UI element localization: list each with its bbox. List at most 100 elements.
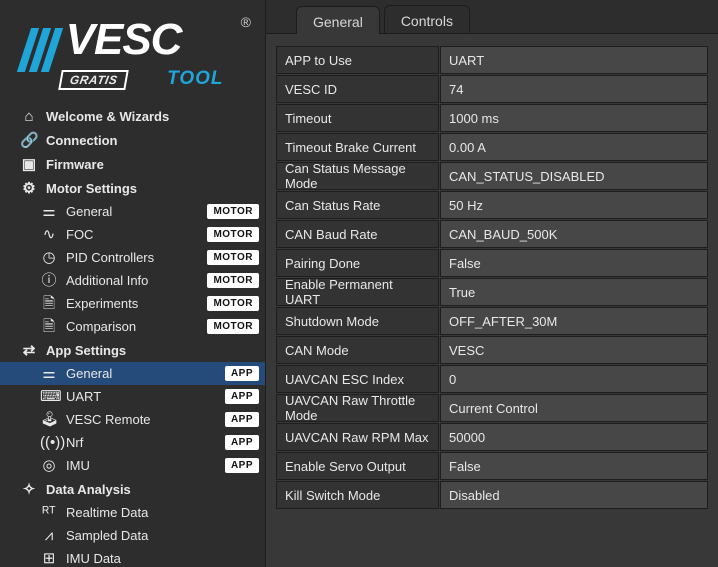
nav-motor-foc[interactable]: ∿ FOC MOTOR bbox=[0, 223, 265, 246]
logo-text: VESC bbox=[66, 15, 182, 64]
motor-badge: MOTOR bbox=[207, 250, 259, 265]
param-label: UAVCAN Raw Throttle Mode bbox=[276, 394, 439, 422]
motor-badge: MOTOR bbox=[207, 227, 259, 242]
motor-badge: MOTOR bbox=[207, 204, 259, 219]
param-row: Pairing DoneFalse bbox=[276, 249, 708, 277]
nav-data-analysis[interactable]: ✧ Data Analysis bbox=[0, 477, 265, 501]
wave-icon: ∿ bbox=[40, 227, 58, 242]
param-value[interactable]: CAN_STATUS_DISABLED bbox=[440, 162, 708, 190]
keyboard-icon: ⌨ bbox=[40, 389, 58, 404]
param-label: Can Status Rate bbox=[276, 191, 439, 219]
param-row: Can Status Rate50 Hz bbox=[276, 191, 708, 219]
param-label: Enable Servo Output bbox=[276, 452, 439, 480]
param-row: Enable Servo OutputFalse bbox=[276, 452, 708, 480]
app-badge: APP bbox=[225, 389, 259, 404]
nav-app-uart[interactable]: ⌨ UART APP bbox=[0, 385, 265, 408]
calc-icon: 🗎 bbox=[40, 296, 58, 311]
compass-icon: ◎ bbox=[40, 458, 58, 473]
param-label: Kill Switch Mode bbox=[276, 481, 439, 509]
param-row: UAVCAN ESC Index0 bbox=[276, 365, 708, 393]
nav-data-realtime[interactable]: ᴿᵀ Realtime Data bbox=[0, 501, 265, 524]
calc-icon: 🗎 bbox=[40, 319, 58, 334]
param-row: Shutdown ModeOFF_AFTER_30M bbox=[276, 307, 708, 335]
param-value[interactable]: 50000 bbox=[440, 423, 708, 451]
signal-icon: ((•)) bbox=[40, 435, 58, 450]
param-row: Kill Switch ModeDisabled bbox=[276, 481, 708, 509]
param-value[interactable]: 0.00 A bbox=[440, 133, 708, 161]
param-label: Timeout Brake Current bbox=[276, 133, 439, 161]
param-value[interactable]: CAN_BAUD_500K bbox=[440, 220, 708, 248]
param-label: UAVCAN ESC Index bbox=[276, 365, 439, 393]
param-row: APP to UseUART bbox=[276, 46, 708, 74]
param-value[interactable]: False bbox=[440, 249, 708, 277]
nav-welcome[interactable]: ⌂ Welcome & Wizards bbox=[0, 104, 265, 128]
nav-app-nrf[interactable]: ((•)) Nrf APP bbox=[0, 431, 265, 454]
rt-icon: ᴿᵀ bbox=[40, 505, 58, 520]
nav-app-general[interactable]: ⚌ General APP bbox=[0, 362, 265, 385]
nav-tree: ⌂ Welcome & Wizards 🔗 Connection ▣ Firmw… bbox=[0, 104, 265, 567]
param-value[interactable]: 50 Hz bbox=[440, 191, 708, 219]
tab-bar: General Controls bbox=[266, 0, 718, 34]
param-value[interactable]: VESC bbox=[440, 336, 708, 364]
param-label: APP to Use bbox=[276, 46, 439, 74]
nav-app-settings[interactable]: ⇄ App Settings bbox=[0, 338, 265, 362]
param-label: Shutdown Mode bbox=[276, 307, 439, 335]
nav-motor-settings[interactable]: ⚙ Motor Settings bbox=[0, 176, 265, 200]
param-label: Timeout bbox=[276, 104, 439, 132]
nav-connection[interactable]: 🔗 Connection bbox=[0, 128, 265, 152]
sliders-icon: ⚌ bbox=[40, 204, 58, 219]
imu-icon: ⊞ bbox=[40, 551, 58, 566]
remote-icon: 🕹 bbox=[40, 412, 58, 427]
param-label: Can Status Message Mode bbox=[276, 162, 439, 190]
gauge-icon: ◷ bbox=[40, 250, 58, 265]
nav-motor-additional[interactable]: ⓘ Additional Info MOTOR bbox=[0, 269, 265, 292]
param-value[interactable]: 74 bbox=[440, 75, 708, 103]
param-value[interactable]: OFF_AFTER_30M bbox=[440, 307, 708, 335]
param-row: Timeout Brake Current0.00 A bbox=[276, 133, 708, 161]
sliders-icon: ⚌ bbox=[40, 366, 58, 381]
param-value[interactable]: True bbox=[440, 278, 708, 306]
param-row: VESC ID74 bbox=[276, 75, 708, 103]
motor-badge: MOTOR bbox=[207, 319, 259, 334]
nav-motor-pid[interactable]: ◷ PID Controllers MOTOR bbox=[0, 246, 265, 269]
gear-icon: ⚙ bbox=[20, 181, 38, 196]
param-value[interactable]: 1000 ms bbox=[440, 104, 708, 132]
sidebar: VESC ® GRATIS TOOL ⌂ Welcome & Wizards 🔗… bbox=[0, 0, 266, 567]
param-row: Enable Permanent UARTTrue bbox=[276, 278, 708, 306]
param-row: CAN Baud RateCAN_BAUD_500K bbox=[276, 220, 708, 248]
param-value[interactable]: 0 bbox=[440, 365, 708, 393]
info-icon: ⓘ bbox=[40, 273, 58, 288]
logo-gratis: GRATIS bbox=[58, 70, 129, 90]
param-label: CAN Baud Rate bbox=[276, 220, 439, 248]
nav-app-remote[interactable]: 🕹 VESC Remote APP bbox=[0, 408, 265, 431]
param-value[interactable]: Current Control bbox=[440, 394, 708, 422]
registered-icon: ® bbox=[241, 14, 251, 30]
logo-tool: TOOL bbox=[167, 68, 223, 89]
param-label: Enable Permanent UART bbox=[276, 278, 439, 306]
param-label: CAN Mode bbox=[276, 336, 439, 364]
nav-motor-general[interactable]: ⚌ General MOTOR bbox=[0, 200, 265, 223]
nav-app-imu[interactable]: ◎ IMU APP bbox=[0, 454, 265, 477]
nav-motor-experiments[interactable]: 🗎 Experiments MOTOR bbox=[0, 292, 265, 315]
app-badge: APP bbox=[225, 412, 259, 427]
motor-badge: MOTOR bbox=[207, 296, 259, 311]
nav-firmware[interactable]: ▣ Firmware bbox=[0, 152, 265, 176]
nav-motor-comparison[interactable]: 🗎 Comparison MOTOR bbox=[0, 315, 265, 338]
sliders-icon: ⇄ bbox=[20, 343, 38, 358]
param-row: Can Status Message ModeCAN_STATUS_DISABL… bbox=[276, 162, 708, 190]
param-value[interactable]: UART bbox=[440, 46, 708, 74]
param-label: VESC ID bbox=[276, 75, 439, 103]
param-label: Pairing Done bbox=[276, 249, 439, 277]
nav-data-imu[interactable]: ⊞ IMU Data bbox=[0, 547, 265, 567]
home-icon: ⌂ bbox=[20, 109, 38, 124]
logo: VESC ® GRATIS TOOL bbox=[0, 0, 265, 104]
param-value[interactable]: False bbox=[440, 452, 708, 480]
param-value[interactable]: Disabled bbox=[440, 481, 708, 509]
chart-icon: ✧ bbox=[20, 482, 38, 497]
nav-data-sampled[interactable]: ⩘ Sampled Data bbox=[0, 524, 265, 547]
tab-general[interactable]: General bbox=[296, 6, 380, 34]
app-badge: APP bbox=[225, 435, 259, 450]
tab-controls[interactable]: Controls bbox=[384, 5, 470, 33]
main-panel: General Controls APP to UseUARTVESC ID74… bbox=[266, 0, 718, 567]
graph-icon: ⩘ bbox=[40, 528, 58, 543]
